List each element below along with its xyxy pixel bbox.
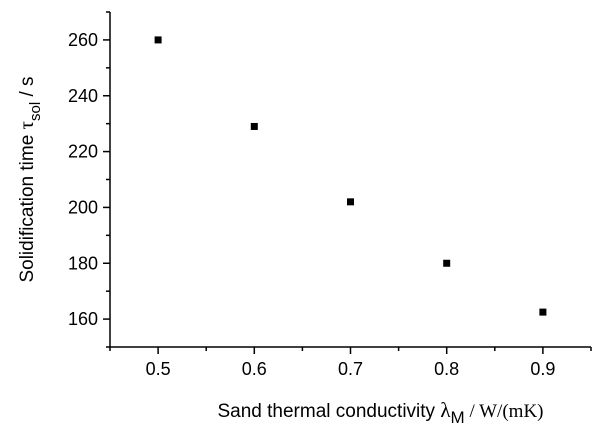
axes — [109, 12, 591, 348]
x-axis-ticks: 0.5 0.6 0.7 0.8 0.9 — [109, 347, 592, 379]
y-axis-ticks: 160 180 200 220 240 260 — [68, 11, 110, 348]
x-axis-title-symbol: λ — [440, 398, 451, 422]
x-axis-title: Sand thermal conductivity λM / W/(mK) — [217, 398, 543, 427]
data-point — [347, 198, 354, 206]
data-point — [154, 36, 162, 44]
x-tick-label: 0.5 — [146, 359, 171, 379]
x-tick-label: 0.6 — [242, 359, 267, 379]
x-axis-title-main: Sand thermal conductivity — [217, 401, 440, 422]
x-tick-label: 0.9 — [530, 359, 555, 379]
x-axis-title-unit: / W/(mK) — [465, 401, 544, 422]
y-tick-label: 260 — [68, 30, 98, 50]
data-point — [539, 308, 547, 316]
x-tick-label: 0.7 — [338, 359, 363, 379]
y-axis-title-main: Solidification time — [17, 129, 38, 282]
y-tick-label: 240 — [68, 86, 98, 106]
y-axis-title-subscript: sol — [27, 102, 44, 121]
y-tick-label: 180 — [68, 253, 98, 273]
data-point — [250, 122, 258, 130]
y-axis-title-unit: / s — [17, 76, 38, 101]
x-tick-label: 0.8 — [434, 359, 459, 379]
y-tick-label: 160 — [68, 309, 98, 329]
data-point — [443, 259, 451, 267]
y-axis-title: Solidification time τsol / s — [14, 76, 44, 282]
y-axis-title-symbol: τ — [14, 121, 38, 129]
y-tick-label: 200 — [68, 197, 98, 217]
y-tick-label: 220 — [68, 142, 98, 162]
x-axis-title-subscript: M — [451, 408, 465, 427]
data-points — [154, 36, 547, 316]
